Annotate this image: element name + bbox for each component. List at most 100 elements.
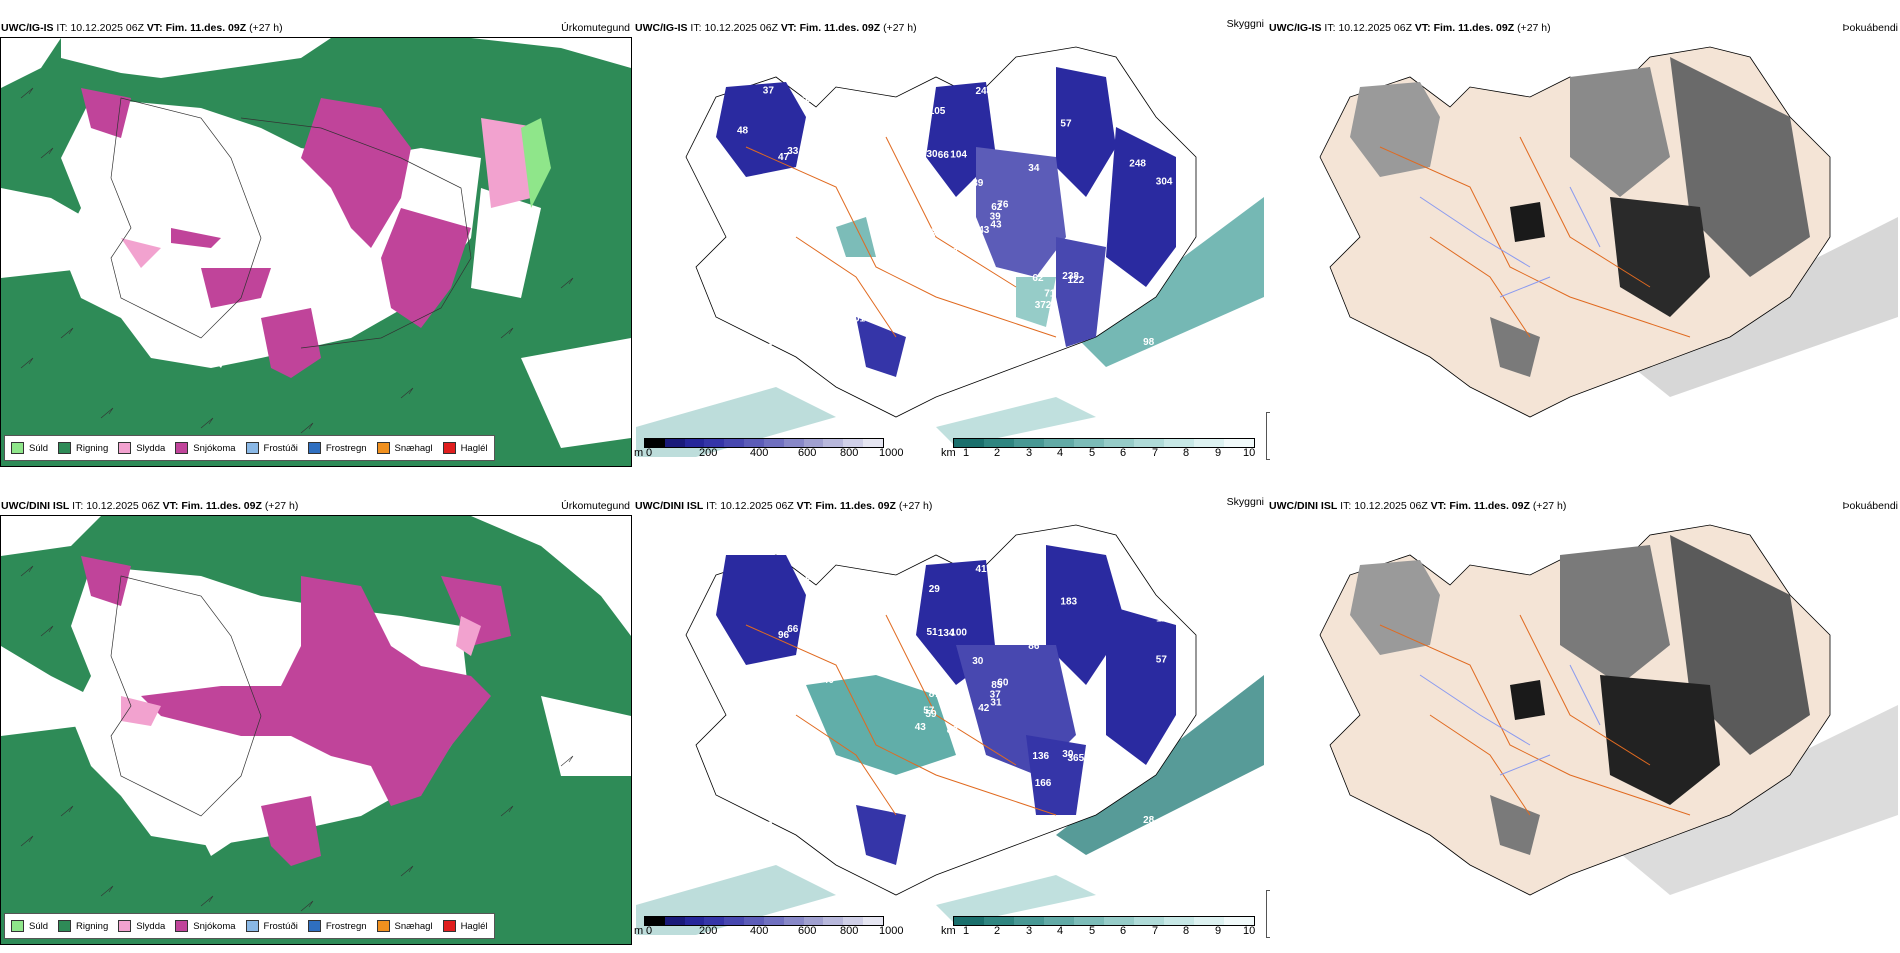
model-name: UWC/DINI ISL — [1, 500, 70, 512]
legend-swatch — [442, 442, 456, 454]
cloud-base-value: 72 — [872, 186, 884, 197]
colorbar-segment — [1074, 439, 1104, 447]
lead-time: (+27 h) — [1532, 500, 1567, 512]
colorbar-segment — [1194, 439, 1224, 447]
legend-item-sleet: Slydda — [118, 442, 165, 454]
panel-title: Úrkomutegund — [561, 500, 630, 512]
cloud-base-value: 43 — [978, 225, 990, 236]
colorbar-segment — [1134, 439, 1164, 447]
colorbar-segment — [984, 439, 1014, 447]
legend-label: Frostúði — [263, 920, 298, 932]
colorbar-segment — [783, 439, 804, 447]
cloud-visibility-panel: UWC/DINI ISL IT: 10.12.2025 06Z VT: Fim.… — [634, 478, 1326, 946]
cloud-base-value: 111 — [766, 376, 782, 387]
valid-time: Fim. 11.des. 09Z — [181, 500, 262, 512]
legend-label: Snjókoma — [193, 920, 236, 932]
visibility-tick: 5 — [1089, 925, 1096, 937]
cloudbase-unit: m — [634, 447, 644, 459]
cloud-base-value: 37 — [990, 689, 1002, 700]
cloud-base-value: 37 — [763, 85, 775, 96]
cloud-base-value: 62 — [915, 244, 927, 255]
cloud-base-value: 248 — [1129, 158, 1146, 169]
visibility-tick: 10 — [1243, 447, 1256, 459]
cloud-base-value: 62 — [991, 202, 1003, 213]
colorbar-segment — [1104, 439, 1134, 447]
cloud-base-value: 60 — [1149, 370, 1161, 381]
cloud-base-value: 384 — [845, 150, 862, 161]
cloudbase-colorbar-strip — [644, 916, 884, 926]
legend-item-freezing-rain: Frostregn — [307, 442, 367, 454]
legend-swatch — [376, 442, 390, 454]
panel-title: Úrkomutegund — [561, 22, 630, 34]
cloud-base-value: 118 — [833, 344, 850, 355]
cloud-base-value: 31 — [990, 698, 1002, 709]
colorbar-segment — [803, 917, 824, 925]
visibility-tick: 7 — [1152, 447, 1159, 459]
legend-swatch — [58, 442, 72, 454]
cloud-base-value: 374 — [924, 331, 941, 342]
colorbar-segment — [724, 917, 745, 925]
cloud-base-value: 87 — [929, 689, 941, 700]
cloud-base-value: 57 — [1060, 119, 1072, 130]
cloud-base-value: 77 — [795, 311, 807, 322]
legend-label: Snæhagl — [394, 920, 433, 932]
visibility-tick: 8 — [1183, 447, 1190, 459]
legend-item-hail: Haglél — [442, 920, 488, 932]
cloud-base-value: 415 — [976, 564, 993, 575]
cloud-base-value: 31 — [795, 789, 807, 800]
cloudbase-tick: 400 — [750, 447, 769, 459]
cloud-base-value: 29 — [929, 584, 941, 595]
cloud-base-value: 57 — [923, 706, 935, 717]
panel-header: UWC/DINI ISL IT: 10.12.2025 06Z VT: Fim.… — [635, 496, 1264, 514]
legend-item-snow: Snjókoma — [175, 442, 236, 454]
panel-header: UWC/IG-IS IT: 10.12.2025 06Z VT: Fim. 11… — [635, 18, 1264, 36]
init-time-label: IT: — [56, 22, 68, 34]
colorbar-segment — [1014, 439, 1044, 447]
lead-time: (+27 h) — [883, 22, 917, 34]
legend-item-drizzle: Súld — [11, 442, 48, 454]
panel-header: UWC/DINI ISL IT: 10.12.2025 06Z VT: Fim.… — [1, 498, 630, 514]
visibility-colorbar: km 1 2 3 4 5 6 7 8 9 10 — [941, 915, 1261, 943]
cloudbase-tick: 600 — [798, 447, 817, 459]
cloud-base-value: 65 — [802, 90, 814, 101]
colorbar-segment — [763, 439, 784, 447]
cloud-base-value: 248 — [976, 86, 993, 97]
cloudbase-tick: 200 — [699, 447, 718, 459]
cloud-base-value: 75 — [1022, 580, 1034, 591]
cloud-base-labels: 5847626662018210410436560454862344330397… — [729, 85, 1173, 387]
colorbar-segment — [664, 439, 685, 447]
cloud-base-value: 98 — [1143, 337, 1155, 348]
model-name: UWC/DINI ISL — [1269, 500, 1338, 512]
legend-label: Slydda — [136, 920, 166, 932]
lead-time: (+27 h) — [249, 22, 283, 34]
cloud-base-value: 35 — [747, 203, 759, 214]
legend-swatch — [307, 442, 321, 454]
legend-label: Frostregn — [325, 442, 367, 454]
panel-title: Skyggni — [1226, 496, 1264, 508]
init-time: 10.12.2025 06Z — [1354, 500, 1428, 512]
cloud-base-value: 58 — [923, 228, 935, 239]
legend-label: Rigning — [76, 442, 109, 454]
precip-legend: Súld Rigning Slydda Snjókoma Frostúði Fr… — [4, 435, 495, 461]
colorbar-segment — [684, 439, 705, 447]
cloud-base-value: 86 — [729, 187, 741, 198]
valid-time-label: VT: — [162, 500, 179, 512]
cloud-base-value: 57 — [1156, 655, 1168, 666]
legend-swatch — [307, 920, 321, 932]
panel-title: Skyggni — [1226, 18, 1264, 30]
cloudbase-tick: 800 — [840, 925, 859, 937]
cloud-base-value: 96 — [778, 630, 790, 641]
cloud-base-value: 89 — [848, 787, 860, 798]
cloud-map-graphic: 8996596385697510076426972581174386775130… — [636, 524, 1264, 935]
cloud-base-value: 86 — [1028, 641, 1040, 652]
visibility-colorbar-strip — [953, 916, 1255, 926]
cloud-base-value: 65 — [805, 94, 817, 105]
cloud-base-value: 132 — [1023, 340, 1040, 351]
legend-item-freezing-rain: Frostregn — [307, 920, 367, 932]
valid-time: Fim. 11.des. 09Z — [1449, 500, 1530, 512]
cloud-base-value: 82 — [1022, 102, 1034, 113]
colorbar-segment — [1164, 917, 1194, 925]
cloud-base-value: 32 — [924, 809, 936, 820]
cloud-base-value: 40 — [823, 675, 835, 686]
cloud-base-value: 30 — [823, 197, 835, 208]
